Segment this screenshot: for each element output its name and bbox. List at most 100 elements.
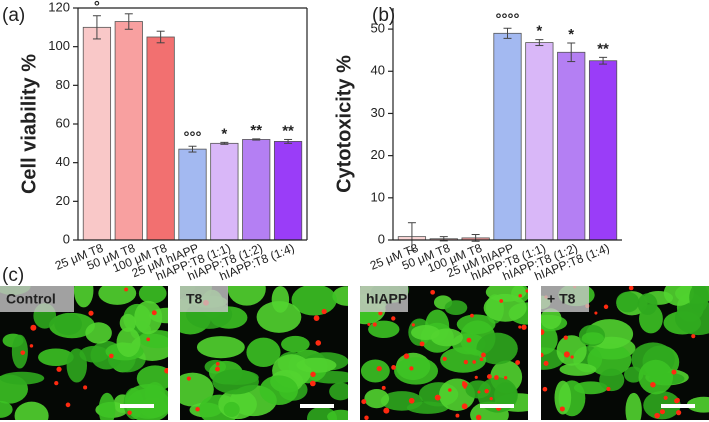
cell-cluster xyxy=(246,337,281,367)
cell-cluster xyxy=(271,286,290,313)
dead-cell xyxy=(603,304,609,310)
dead-cell xyxy=(108,353,114,359)
dead-cell xyxy=(474,375,478,379)
cell-cluster xyxy=(85,322,112,344)
significance-label: * xyxy=(536,23,542,40)
dead-cell xyxy=(378,311,383,316)
y-tick-label: 120 xyxy=(48,0,70,14)
dead-cell xyxy=(151,310,157,316)
cell-cluster xyxy=(227,286,266,306)
label-box xyxy=(360,286,408,312)
dead-cell xyxy=(403,353,410,359)
dead-cell xyxy=(650,381,656,388)
image-label: + T8 xyxy=(547,291,576,307)
cell-cluster xyxy=(124,383,168,419)
y-tick-label: 0 xyxy=(63,231,70,246)
bar xyxy=(82,26,112,241)
dead-cell xyxy=(309,380,316,387)
significance-label: ** xyxy=(597,40,609,57)
dead-cell xyxy=(315,340,322,346)
cell-cluster xyxy=(360,310,379,324)
dead-cell xyxy=(381,385,386,390)
dead-cell xyxy=(372,322,377,327)
dead-cell xyxy=(310,371,316,378)
cell-cluster xyxy=(663,286,694,306)
y-tick-label: 80 xyxy=(56,77,70,92)
y-tick-label: 0 xyxy=(378,231,385,246)
dead-cell xyxy=(525,289,528,293)
dead-cell xyxy=(195,406,200,412)
error-bar xyxy=(599,56,608,65)
cell-cluster xyxy=(625,392,642,420)
cell-cluster xyxy=(476,332,518,365)
y-tick-label: 60 xyxy=(56,115,70,130)
dead-cell xyxy=(499,299,504,303)
dead-cell xyxy=(411,323,415,327)
dead-cell xyxy=(518,325,522,329)
cell-cluster xyxy=(587,343,632,377)
cell-cluster xyxy=(134,300,163,335)
bar xyxy=(273,140,303,241)
dead-cell xyxy=(654,412,660,419)
dead-cell xyxy=(463,359,469,365)
significance-label: °°°° xyxy=(496,11,520,28)
cell-cluster xyxy=(541,323,558,355)
y-axis-label: Cytotoxicity % xyxy=(333,55,355,193)
significance-label: ** xyxy=(282,122,294,139)
dead-cell xyxy=(430,289,436,295)
cell-cluster xyxy=(54,312,82,336)
dead-cell xyxy=(663,395,668,400)
cell-cluster xyxy=(689,286,709,313)
cell-cluster xyxy=(483,293,527,322)
cell-cluster xyxy=(616,291,640,313)
dead-cell xyxy=(691,334,696,339)
dead-cell xyxy=(29,344,34,348)
image-label: T8 xyxy=(186,291,203,307)
cell-cluster xyxy=(66,348,87,383)
dead-cell xyxy=(563,335,568,340)
dead-cell xyxy=(628,286,634,291)
bar xyxy=(557,51,586,241)
y-tick-label: 30 xyxy=(371,105,385,120)
dead-cell xyxy=(461,403,468,410)
cell-cluster xyxy=(98,392,116,420)
dead-cell xyxy=(518,293,522,298)
dead-cell xyxy=(127,410,132,415)
image-label: Control xyxy=(6,291,56,307)
cell-cluster xyxy=(329,382,348,401)
dead-cell xyxy=(462,380,466,385)
bar xyxy=(114,21,143,241)
error-bar xyxy=(220,141,229,145)
dead-cell xyxy=(541,352,544,358)
dead-cell xyxy=(313,315,320,321)
dead-cell xyxy=(376,366,382,372)
cell-cluster xyxy=(0,400,13,418)
cell-cluster xyxy=(554,380,572,415)
panel-label: (b) xyxy=(372,5,395,26)
error-bar xyxy=(124,13,133,30)
error-bar xyxy=(503,27,512,39)
bar xyxy=(525,42,554,241)
dead-cell xyxy=(434,394,441,401)
dead-cell xyxy=(391,365,396,370)
dead-cell xyxy=(367,322,371,326)
bar xyxy=(588,60,618,241)
cell-cluster xyxy=(465,380,491,399)
dead-cell xyxy=(54,381,59,386)
cell-cluster xyxy=(14,401,49,420)
dead-cell xyxy=(409,366,414,371)
micrograph: T8 xyxy=(180,286,348,420)
cell-cluster xyxy=(556,335,587,366)
cell-cluster xyxy=(196,336,245,359)
cell-cluster xyxy=(38,348,74,367)
cell-cluster xyxy=(444,300,468,316)
error-bar xyxy=(188,145,197,153)
label-box xyxy=(180,286,228,312)
cell-cluster xyxy=(138,286,167,304)
dead-cell xyxy=(503,376,508,380)
image-label: hIAPP xyxy=(366,291,407,307)
bar xyxy=(493,32,522,241)
cell-cluster xyxy=(599,368,625,392)
cell-cluster xyxy=(119,313,137,332)
dead-cell xyxy=(466,337,472,343)
